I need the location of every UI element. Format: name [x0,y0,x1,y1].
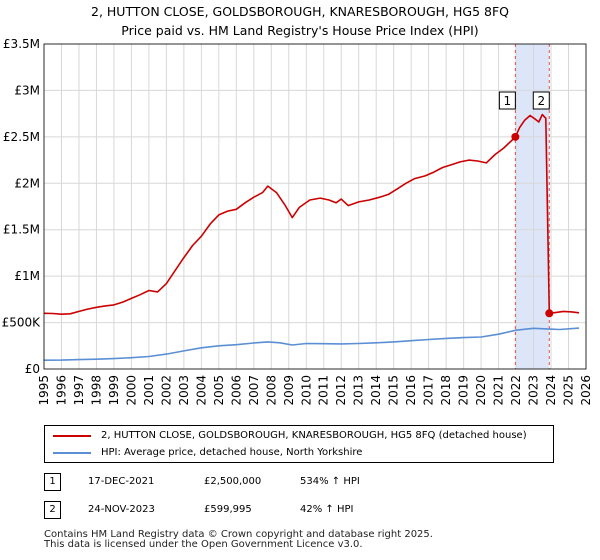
footer: Contains HM Land Registry data © Crown c… [44,530,433,550]
chart: £0 £500K £1M £1.5M £2M £2.5M £3M £3.5M 1995 1996… [2,37,593,406]
chart-title: 2, HUTTON CLOSE, GOLDSBOROUGH, KNARESBOR… [0,2,600,40]
x-tick-label: 2002 [159,375,173,406]
y-tick-label: £3.5M [3,37,40,51]
transaction-date: 24-NOV-2023 [88,504,155,515]
series-layer [43,113,580,361]
x-tick-label: 2024 [544,375,558,406]
transaction-date: 17-DEC-2021 [88,476,155,487]
x-tick-label: 2000 [124,375,138,406]
x-tick-label: 2007 [247,375,261,406]
legend-label-property: 2, HUTTON CLOSE, GOLDSBOROUGH, KNARESBOR… [101,430,527,441]
y-tick-label: £2.5M [3,130,40,144]
x-tick-label: 2005 [212,375,226,406]
legend-swatch-hpi [53,452,91,454]
title-line-1: 2, HUTTON CLOSE, GOLDSBOROUGH, KNARESBOR… [91,4,509,19]
x-tick-label: 2017 [422,375,436,406]
x-tick-label: 1998 [89,375,103,406]
x-tick-label: 1995 [37,375,51,406]
x-tick-label: 1999 [107,375,121,406]
hpi-line [43,327,580,361]
transaction-price: £2,500,000 [204,476,262,487]
x-tick-label: 2009 [282,375,296,406]
x-tick-label: 2008 [264,375,278,406]
x-tick-label: 2020 [474,375,488,406]
x-tick-label: 2022 [509,375,523,406]
x-tick-label: 2021 [492,375,506,406]
annotation-label: 1 [504,94,512,108]
x-tick-label: 2011 [317,375,331,406]
y-tick-labels: £0 £500K £1M £1.5M £2M £2.5M £3M £3.5M [2,37,42,376]
x-tick-label: 2010 [299,375,313,406]
y-tick-label: £0 [25,362,40,376]
transaction-price: £599,995 [204,504,252,515]
property-price-line [43,113,580,315]
footer-licence: This data is licensed under the Open Gov… [44,539,363,550]
title-line-2: Price paid vs. HM Land Registry's House … [121,23,479,38]
x-tick-label: 2025 [562,375,576,406]
transaction-point [511,132,520,141]
legend-label-hpi: HPI: Average price, detached house, Nort… [101,447,363,458]
y-tick-label: £1.5M [3,223,40,237]
x-tick-label: 2013 [352,375,366,406]
footer-copyright: Contains HM Land Registry data © Crown c… [44,529,433,540]
y-tick-label: £500K [2,316,42,330]
x-tick-labels: 1995 1996 1997 1998 1999 2000 2001 2002 2003 2004… [37,375,593,406]
y-tick-label: £3M [14,83,40,97]
annotation-label: 2 [537,94,545,108]
y-tick-label: £2M [14,176,40,190]
x-tick-label: 2006 [229,375,243,406]
transaction-number: 2 [44,501,61,519]
y-tick-label: £1M [14,269,40,283]
legend-swatch-property [53,435,91,437]
x-tick-label: 2016 [404,375,418,406]
plot-frame [43,43,587,370]
x-tick-label: 2012 [334,375,348,406]
transaction-hpi: 534% ↑ HPI [300,476,360,487]
transaction-hpi: 42% ↑ HPI [300,504,354,515]
x-tick-label: 2004 [194,375,208,406]
x-tick-label: 2019 [457,375,471,406]
legend: 2, HUTTON CLOSE, GOLDSBOROUGH, KNARESBOR… [44,425,554,463]
x-tick-label: 2003 [177,375,191,406]
x-tick-label: 2023 [527,375,541,406]
x-tick-label: 1996 [54,375,68,406]
x-tick-label: 2026 [579,375,593,406]
annotation-box [498,91,516,110]
x-tick-label: 2001 [142,375,156,406]
x-tick-label: 2015 [387,375,401,406]
transaction-point [545,309,554,318]
annotation-box [532,91,550,110]
transaction-number: 1 [44,473,61,491]
x-tick-label: 2018 [439,375,453,406]
x-tick-label: 1997 [72,375,86,406]
x-tick-label: 2014 [369,375,383,406]
